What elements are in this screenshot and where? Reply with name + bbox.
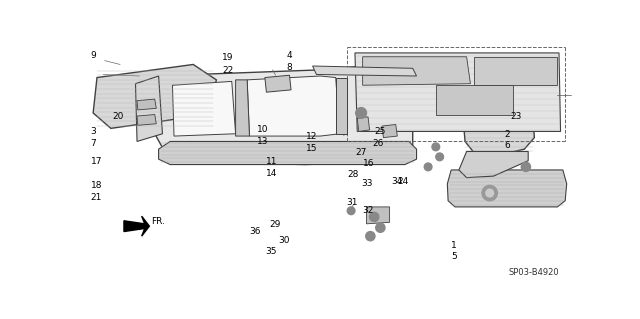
Text: 21: 21 [90,193,102,203]
Text: 15: 15 [306,144,317,153]
Polygon shape [247,76,340,136]
Polygon shape [474,57,557,85]
Polygon shape [159,141,417,165]
Text: SP03-B4920: SP03-B4920 [509,268,559,277]
Text: 17: 17 [90,157,102,166]
Text: 4: 4 [286,51,292,60]
Text: 12: 12 [306,132,317,141]
Text: 28: 28 [348,170,359,179]
Polygon shape [312,66,417,76]
Text: 10: 10 [257,125,268,134]
Text: 24: 24 [397,177,408,187]
Polygon shape [137,99,156,110]
Text: 7: 7 [90,139,96,148]
Circle shape [482,185,497,201]
Text: 22: 22 [222,66,234,75]
Polygon shape [93,64,216,128]
Text: 2: 2 [504,130,510,138]
Text: 34: 34 [391,177,403,187]
Text: 23: 23 [510,112,522,122]
Polygon shape [367,207,390,224]
Text: 9: 9 [90,51,96,60]
Text: 11: 11 [266,157,278,166]
Text: 36: 36 [249,226,260,236]
Text: 1: 1 [451,241,457,250]
Polygon shape [155,64,413,165]
Text: 8: 8 [286,63,292,72]
Polygon shape [355,53,561,131]
Polygon shape [357,117,369,131]
Circle shape [365,232,375,241]
Polygon shape [459,152,528,178]
Polygon shape [382,124,397,137]
Text: 35: 35 [265,248,276,256]
Polygon shape [236,80,250,136]
Circle shape [356,108,367,118]
Circle shape [432,143,440,151]
Circle shape [486,189,493,197]
Polygon shape [436,85,513,115]
Circle shape [376,223,385,232]
Circle shape [424,163,432,171]
Text: 29: 29 [269,220,280,229]
Polygon shape [137,115,156,125]
Text: 33: 33 [362,179,373,188]
Text: 19: 19 [222,53,234,63]
Text: 13: 13 [257,137,268,146]
Text: 25: 25 [375,127,386,136]
Polygon shape [124,216,149,236]
Circle shape [521,162,531,172]
Polygon shape [155,70,205,145]
Text: FR.: FR. [151,217,164,226]
Text: 6: 6 [504,141,510,150]
Circle shape [436,153,444,161]
Polygon shape [447,170,566,207]
Text: 18: 18 [90,181,102,190]
Polygon shape [363,57,470,85]
Polygon shape [136,76,163,141]
Polygon shape [265,75,291,92]
Text: 32: 32 [362,206,374,215]
Text: 30: 30 [279,236,290,245]
Text: 26: 26 [372,139,384,148]
Text: 16: 16 [362,159,374,168]
Text: 5: 5 [451,252,457,261]
Polygon shape [172,81,236,136]
Polygon shape [463,84,534,154]
Text: 31: 31 [347,198,358,207]
Text: 14: 14 [266,169,278,178]
Circle shape [369,212,379,221]
Text: 27: 27 [355,148,367,157]
Circle shape [348,207,355,215]
Polygon shape [336,78,348,134]
Text: 3: 3 [90,127,96,136]
Text: 20: 20 [112,112,124,122]
